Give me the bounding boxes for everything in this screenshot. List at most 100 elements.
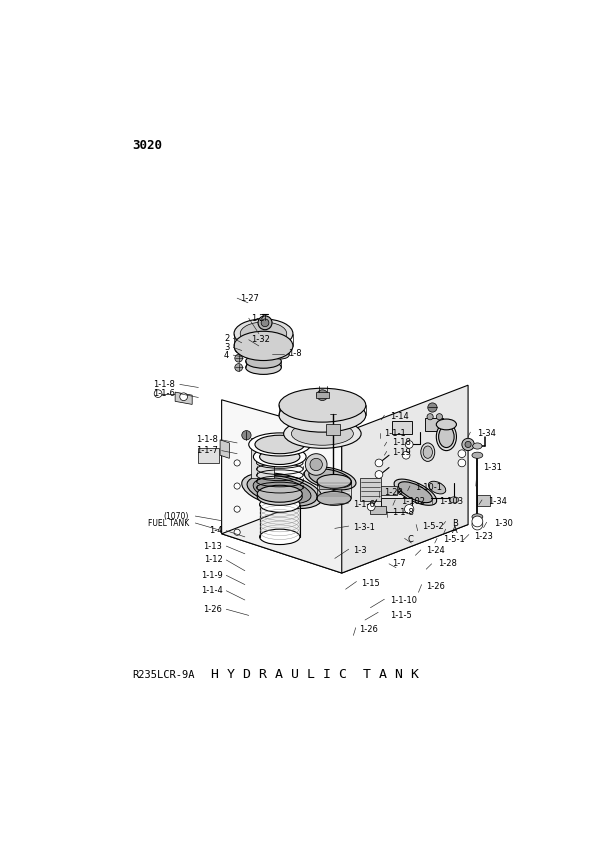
Text: 4: 4: [224, 350, 230, 360]
Ellipse shape: [246, 354, 281, 368]
Circle shape: [317, 390, 328, 401]
Text: 1-10-1: 1-10-1: [415, 483, 442, 492]
Circle shape: [458, 459, 466, 466]
Ellipse shape: [272, 351, 289, 359]
Polygon shape: [221, 400, 342, 573]
Circle shape: [234, 506, 240, 512]
Ellipse shape: [259, 449, 300, 465]
Text: 2: 2: [224, 333, 230, 343]
Text: 1-32: 1-32: [251, 335, 270, 344]
Ellipse shape: [284, 419, 361, 448]
Text: (1070): (1070): [164, 512, 189, 520]
Bar: [425, 418, 443, 430]
Bar: [378, 486, 397, 495]
Ellipse shape: [259, 529, 300, 545]
Ellipse shape: [259, 497, 300, 512]
Bar: [392, 421, 412, 434]
Text: 1-18: 1-18: [392, 439, 411, 447]
Text: 1-19: 1-19: [392, 448, 411, 456]
Circle shape: [310, 458, 322, 471]
Ellipse shape: [449, 497, 459, 503]
Bar: [359, 478, 381, 502]
Ellipse shape: [255, 435, 305, 454]
Ellipse shape: [317, 475, 351, 488]
Ellipse shape: [272, 345, 289, 353]
Ellipse shape: [249, 433, 311, 456]
Text: 1-3-1: 1-3-1: [353, 523, 375, 532]
Circle shape: [258, 316, 272, 330]
Bar: [198, 448, 218, 463]
Circle shape: [458, 450, 466, 457]
Circle shape: [180, 393, 187, 401]
Ellipse shape: [472, 514, 483, 520]
Circle shape: [261, 319, 269, 327]
Bar: [381, 498, 412, 512]
Text: FUEL TANK: FUEL TANK: [148, 519, 189, 527]
Ellipse shape: [247, 475, 317, 506]
Circle shape: [462, 439, 474, 450]
Text: 1-1-9: 1-1-9: [201, 571, 223, 580]
Ellipse shape: [240, 322, 287, 345]
Text: 1-34: 1-34: [488, 497, 507, 506]
Ellipse shape: [317, 492, 351, 505]
Text: 1-1-7: 1-1-7: [196, 446, 218, 456]
Text: 1-4: 1-4: [209, 526, 223, 536]
Bar: [326, 424, 340, 435]
Text: 3020: 3020: [133, 139, 162, 152]
Ellipse shape: [309, 469, 352, 488]
Text: 1-3: 1-3: [353, 546, 367, 555]
Circle shape: [235, 345, 243, 353]
Circle shape: [367, 503, 375, 511]
Text: B: B: [452, 519, 458, 527]
Ellipse shape: [234, 319, 293, 349]
Ellipse shape: [436, 419, 456, 429]
Text: 1-26: 1-26: [359, 625, 378, 634]
Circle shape: [375, 459, 383, 466]
Text: 1-12: 1-12: [203, 556, 223, 564]
Ellipse shape: [279, 388, 366, 422]
Text: 1-1-1: 1-1-1: [384, 429, 406, 438]
Ellipse shape: [253, 447, 306, 466]
Ellipse shape: [257, 488, 302, 505]
Polygon shape: [220, 440, 230, 458]
Bar: [316, 392, 328, 398]
Text: 1-103: 1-103: [439, 497, 463, 506]
Bar: [251, 439, 274, 478]
Ellipse shape: [398, 482, 433, 503]
Polygon shape: [342, 385, 468, 573]
Circle shape: [472, 516, 483, 527]
Text: R235LCR-9A: R235LCR-9A: [133, 669, 195, 679]
Text: 1-34: 1-34: [477, 429, 496, 438]
Ellipse shape: [242, 472, 322, 509]
Ellipse shape: [279, 398, 366, 432]
Text: C: C: [408, 536, 414, 545]
Text: 1-27: 1-27: [240, 294, 259, 302]
Circle shape: [154, 390, 162, 397]
Circle shape: [427, 413, 433, 420]
Text: 3: 3: [224, 343, 230, 352]
Text: 1-2: 1-2: [251, 314, 265, 322]
Text: 1-13: 1-13: [203, 541, 223, 551]
Circle shape: [235, 364, 243, 371]
Text: A: A: [452, 526, 458, 536]
Text: 1-31: 1-31: [484, 463, 502, 472]
Ellipse shape: [394, 479, 437, 505]
Bar: [371, 506, 386, 514]
Circle shape: [234, 483, 240, 489]
Ellipse shape: [253, 477, 311, 504]
Ellipse shape: [234, 331, 293, 360]
Text: 1-23: 1-23: [474, 531, 493, 541]
Circle shape: [405, 504, 414, 514]
Text: 1-26: 1-26: [426, 582, 445, 590]
Text: 1-28: 1-28: [384, 488, 402, 497]
Bar: [320, 480, 330, 489]
Circle shape: [402, 451, 410, 459]
Circle shape: [465, 441, 471, 448]
Ellipse shape: [439, 426, 454, 448]
Text: 1-26: 1-26: [203, 605, 223, 614]
Text: 1-1-6: 1-1-6: [353, 500, 375, 509]
Text: 1-1-8: 1-1-8: [196, 435, 218, 445]
Circle shape: [405, 440, 413, 448]
Text: 1-14: 1-14: [390, 413, 409, 421]
Ellipse shape: [292, 422, 353, 445]
